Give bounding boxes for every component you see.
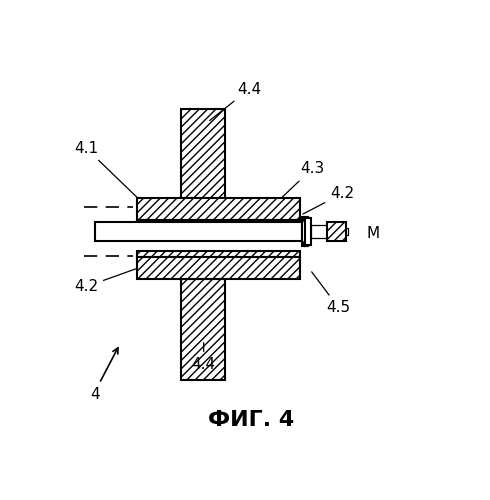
Bar (137, 198, 300, 220)
Text: 4.4: 4.4 (192, 342, 216, 372)
Text: 4.2: 4.2 (303, 186, 354, 214)
Bar (137, 220, 300, 226)
Text: 4.4: 4.4 (210, 82, 261, 120)
Bar (327, 222, 346, 241)
Text: 4.3: 4.3 (276, 162, 324, 203)
Bar (302, 217, 308, 246)
Bar (137, 250, 300, 257)
Text: 4.1: 4.1 (74, 140, 137, 198)
Bar (96, 222, 302, 242)
Bar (137, 257, 300, 279)
Text: ФИГ. 4: ФИГ. 4 (208, 410, 294, 430)
Bar (305, 218, 311, 245)
Text: M: M (367, 226, 380, 241)
Text: 4.5: 4.5 (312, 272, 350, 315)
Text: 4.2: 4.2 (74, 268, 137, 294)
Bar (181, 109, 224, 198)
Text: 4: 4 (91, 388, 100, 402)
Bar (181, 279, 224, 380)
Bar (311, 228, 348, 235)
Bar (311, 225, 327, 238)
